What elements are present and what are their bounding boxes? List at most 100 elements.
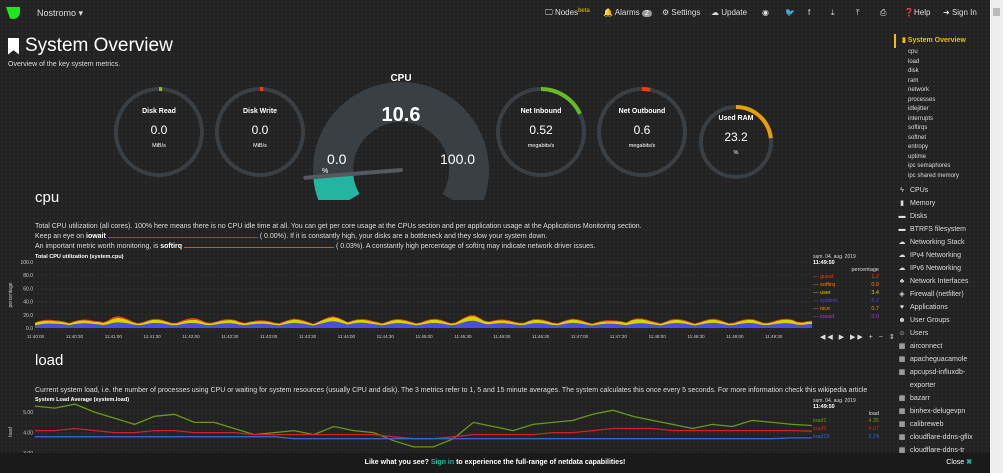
sidebar-item-user-groups[interactable]: ☻ User Groups <box>898 314 990 327</box>
sidebar-item-cloudflare-ddns-tr[interactable]: ▦ cloudflare-ddns-tr <box>898 444 990 457</box>
x-tick-label: 11:41:00 <box>104 334 122 339</box>
legend-item[interactable]: load15 3.74 <box>813 434 879 440</box>
sidebar-subitem-load[interactable]: load <box>908 58 920 65</box>
gauge-net-outbound[interactable]: Net Outbound 0.6 megabits/s <box>618 108 666 149</box>
users-icon: ☻ <box>898 317 906 324</box>
sidebar-item-users[interactable]: ☺ Users <box>898 327 990 340</box>
chart-controls[interactable]: ◀◀ ▶ ▶▶ + − ⇕ <box>820 334 897 341</box>
netdata-logo[interactable] <box>6 7 20 19</box>
legend-item[interactable]: — iowait 0.0 <box>813 314 879 320</box>
sidebar-item-networking-stack[interactable]: ☁ Networking Stack <box>898 236 990 249</box>
sidebar-subitem-disk[interactable]: disk <box>908 68 919 74</box>
sidebar-item-apacheguacamole[interactable]: ▦ apacheguacamole <box>898 353 990 366</box>
y-tick-label: 3.00 <box>23 451 33 455</box>
sidebar-item-btrfs-filesystem[interactable]: ▬ BTRFS filesystem <box>898 223 990 236</box>
sidebar-item-bazarr[interactable]: ▦ bazarr <box>898 392 990 405</box>
nav-sign-in[interactable]: ➜ Sign In <box>943 8 977 17</box>
close-button[interactable]: Close ✖ <box>946 459 972 466</box>
y-tick-label: 5.00 <box>23 410 33 416</box>
sitemap-icon: ♣ <box>899 278 905 285</box>
twitter-icon[interactable]: 🐦 <box>785 8 795 17</box>
y-tick-label: 80.0 <box>23 273 33 279</box>
x-tick-label: 11:44:30 <box>376 334 394 339</box>
sidebar-subitem-ipc-shared-memory[interactable]: ipc shared memory <box>908 172 960 179</box>
sidebar-subitem-ram[interactable]: ram <box>908 77 919 84</box>
x-tick-label: 11:49:30 <box>765 334 783 339</box>
sidebar-item-apcupsd-influxdb-exporter[interactable]: ▦ apcupsd-influxdb-exporter <box>898 366 990 392</box>
sidebar-item-airconnect[interactable]: ▦ airconnect <box>898 340 990 353</box>
x-tick-label: 11:43:30 <box>298 334 317 339</box>
gauge-disk-write[interactable]: Disk Write 0.0 MiB/s <box>242 108 278 149</box>
x-tick-label: 11:46:00 <box>493 334 511 339</box>
nav-nodes[interactable]: 🖵 Nodesbeta <box>545 8 590 17</box>
sidebar-subitem-entropy[interactable]: entropy <box>908 144 929 150</box>
cloud-icon: ☁ <box>898 239 906 246</box>
grid-icon: ▦ <box>898 395 906 402</box>
sidebar-item-applications[interactable]: ♥ Applications <box>898 301 990 314</box>
sidebar-item-network-interfaces[interactable]: ♣ Network Interfaces <box>898 275 990 288</box>
x-tick-label: 11:47:30 <box>609 334 627 339</box>
legend-item[interactable]: — guest 1.2 <box>813 274 879 280</box>
grid-icon: ▦ <box>898 421 906 428</box>
sidebar-item-memory[interactable]: ▮ Memory <box>898 197 990 210</box>
nav-alarms[interactable]: 🔔 Alarms 2 <box>603 8 652 17</box>
load-chart-title: System Load Average (system.load) <box>35 397 130 403</box>
legend-item[interactable]: — user 3.4 <box>813 290 879 296</box>
gauge-used-ram[interactable]: Used RAM 23.2% <box>718 115 754 156</box>
sidebar-subitem-idlejitter[interactable]: idlejitter <box>908 106 929 112</box>
github-icon[interactable]: ◉ <box>762 8 769 17</box>
upload-icon[interactable]: ⤒ <box>856 8 860 17</box>
sidebar-item-binhex-delugevpn[interactable]: ▦ binhex-delugevpn <box>898 405 990 418</box>
y-tick-label: 60.0 <box>23 286 33 292</box>
host-menu[interactable]: Nostromo ▾ <box>37 8 84 18</box>
sidebar-item-ipv4-networking[interactable]: ☁ IPv4 Networking <box>898 249 990 262</box>
y-tick-label: 4.00 <box>23 431 33 437</box>
nav-help[interactable]: ❓Help <box>904 8 931 17</box>
sidebar-subitem-cpu[interactable]: cpu <box>908 49 918 55</box>
disk-icon: ▬ <box>898 213 906 220</box>
sidebar-subitem-softnet[interactable]: softnet <box>908 134 927 141</box>
sidebar-subitem-softirqs[interactable]: softirqs <box>908 125 928 131</box>
sidebar-item-calibreweb[interactable]: ▦ calibreweb <box>898 418 990 431</box>
sidebar-item-disks[interactable]: ▬ Disks <box>898 210 990 223</box>
sidebar-subitem-ipc-semaphores[interactable]: ipc semaphores <box>908 163 951 169</box>
legend-item[interactable]: — softirq 0.0 <box>813 282 879 288</box>
sidebar-subitem-interrupts[interactable]: interrupts <box>908 115 934 122</box>
shield-icon: ◈ <box>899 291 905 298</box>
cpu-chart[interactable]: 100.0 80.0 60.0 40.0 20.0 0.0 percentage <box>0 255 990 335</box>
sidebar: ▮ System Overview cpu load disk ram network p… <box>894 34 990 457</box>
load-chart[interactable]: 5.00 4.00 3.00 load <box>0 400 990 455</box>
print-icon[interactable]: ⎙ <box>880 8 887 17</box>
sidebar-item-firewall-netfilter-[interactable]: ◈ Firewall (netfilter) <box>898 288 990 301</box>
scrollbar[interactable] <box>990 0 1003 473</box>
sidebar-item-cpus[interactable]: ϟ CPUs <box>898 184 990 197</box>
legend-item[interactable]: load1 4.35 <box>813 418 879 424</box>
sidebar-subitem-network[interactable]: network <box>908 87 930 93</box>
line-load15 <box>35 436 812 440</box>
grid-icon: ▦ <box>898 369 906 376</box>
nav-update[interactable]: ☁ Update <box>711 8 748 17</box>
x-tick-label: 11:45:00 <box>415 334 433 339</box>
x-tick-label: 11:47:00 <box>570 334 589 339</box>
legend-item[interactable]: — system 5.2 <box>813 298 879 304</box>
download-icon[interactable]: ⤓ <box>831 8 835 17</box>
x-tick-label: 11:40:00 <box>27 334 45 339</box>
cpu-gauge-max: 100.0 <box>440 151 476 167</box>
gauge-net-inbound[interactable]: Net Inbound 0.52 megabits/s <box>520 108 562 149</box>
sidebar-subitem-processes[interactable]: processes <box>908 96 936 103</box>
x-tick-label: 11:44:00 <box>337 334 355 339</box>
facebook-icon[interactable]: f <box>808 8 811 17</box>
sidebar-item-cloudflare-ddns-gflix[interactable]: ▦ cloudflare-ddns-gflix <box>898 431 990 444</box>
legend-item[interactable]: — nice 0.7 <box>813 306 879 312</box>
sidebar-item-system-overview[interactable]: ▮ System Overview <box>894 34 990 48</box>
gauge-disk-read[interactable]: Disk Read 0.0 MiB/s <box>142 108 176 149</box>
cpu-chart-title: Total CPU utilization (system.cpu) <box>35 254 124 260</box>
nav-settings[interactable]: ⚙ Settings <box>662 8 701 17</box>
x-tick-label: 11:42:30 <box>221 334 239 339</box>
legend-item[interactable]: load5 4.07 <box>813 426 879 432</box>
sidebar-subitem-uptime[interactable]: uptime <box>908 153 927 160</box>
sidebar-item-ipv6-networking[interactable]: ☁ IPv6 Networking <box>898 262 990 275</box>
sign-in-link[interactable]: Sign in <box>430 459 455 466</box>
y-tick-label: 20.0 <box>23 313 33 319</box>
scrollbar-thumb[interactable] <box>993 8 1000 16</box>
